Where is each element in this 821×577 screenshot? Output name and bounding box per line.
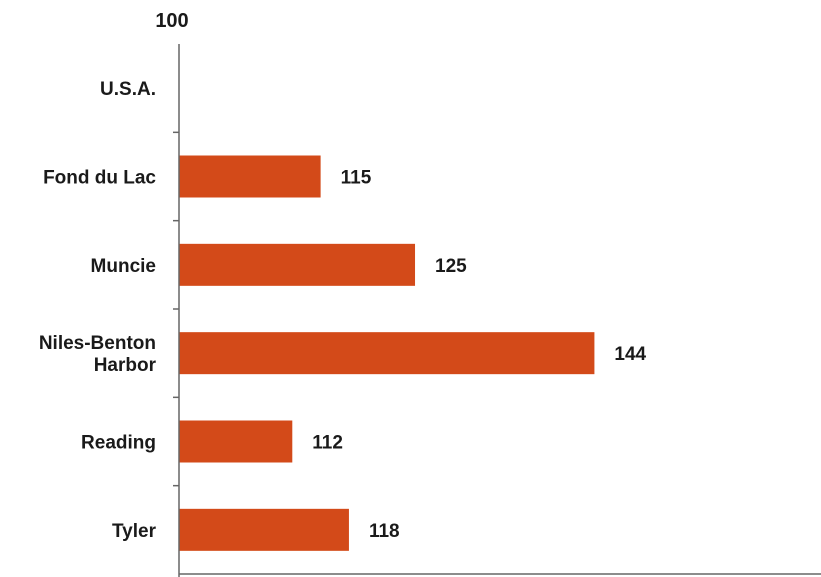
bar-reading — [179, 420, 293, 463]
value-label-tyler: 118 — [369, 521, 400, 542]
bar-muncie — [179, 243, 416, 286]
category-label-line: Fond du Lac — [43, 168, 156, 189]
value-label-fond-du-lac: 115 — [341, 168, 372, 189]
category-label-muncie: Muncie — [91, 256, 156, 277]
category-label-line: Muncie — [91, 256, 156, 277]
category-label-line: U.S.A. — [100, 79, 156, 100]
category-label-reading: Reading — [81, 433, 156, 454]
category-label-line: Niles-Benton — [39, 333, 156, 354]
category-label-u-s-a: U.S.A. — [100, 79, 156, 100]
category-label-fond-du-lac: Fond du Lac — [43, 168, 156, 189]
value-label-reading: 112 — [312, 433, 343, 454]
value-label-muncie: 125 — [435, 256, 467, 277]
category-label-line: Reading — [81, 433, 156, 454]
category-label-line: Harbor — [94, 355, 157, 376]
bar-tyler — [179, 508, 349, 551]
axes-group — [173, 44, 821, 577]
value-label-niles-benton-harbor: 144 — [614, 344, 646, 365]
category-label-line: Tyler — [112, 521, 157, 542]
bar-fond-du-lac — [179, 155, 321, 198]
category-label-tyler: Tyler — [112, 521, 157, 542]
bar-niles-benton-harbor — [179, 332, 595, 375]
category-labels: U.S.A. Fond du Lac Muncie Niles-Benton Harbo… — [39, 79, 157, 542]
bars-group — [179, 155, 595, 551]
value-labels: 115 125 144 112 118 — [312, 168, 646, 542]
category-label-niles-benton-harbor: Niles-Benton Harbor — [39, 333, 157, 376]
reference-value-label: 100 — [155, 10, 188, 32]
